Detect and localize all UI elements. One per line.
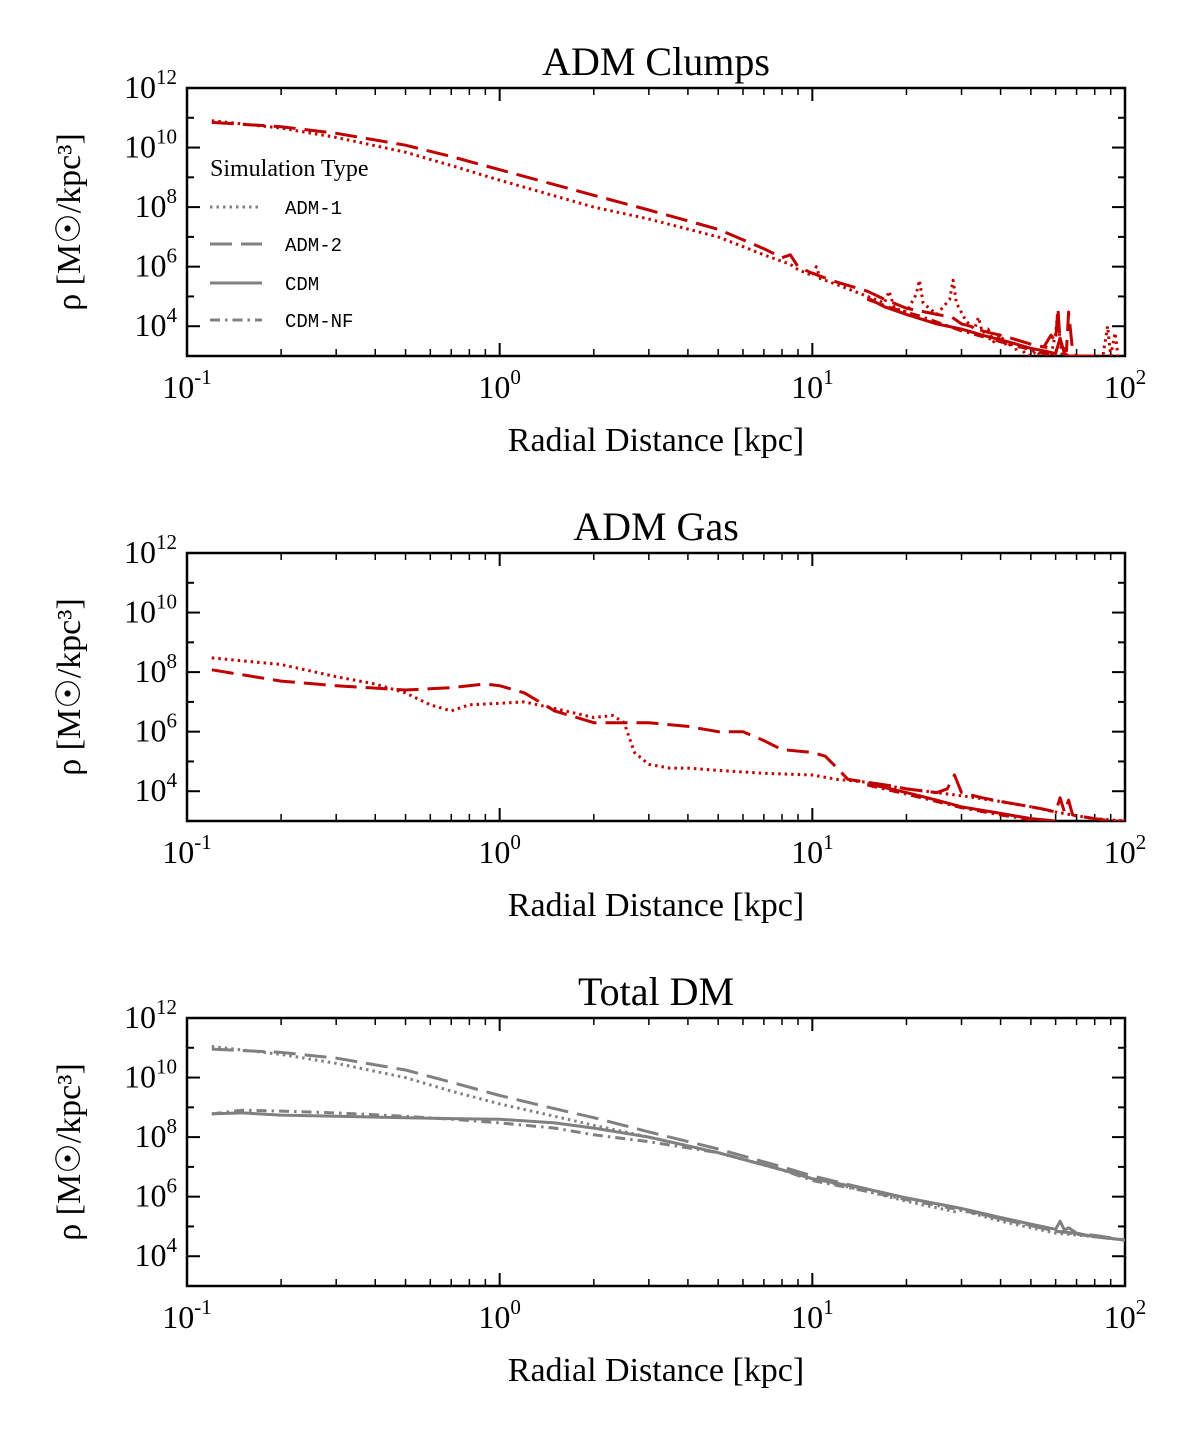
chart-title: ADM Clumps <box>542 39 770 84</box>
y-axis-label: ρ [M☉/kpc³] <box>51 133 88 311</box>
series-line-cdm-nf <box>211 1108 1125 1242</box>
x-tick-label: 101 <box>791 830 834 870</box>
y-tick-label: 1012 <box>124 995 177 1035</box>
x-tick-label: 10-1 <box>162 1295 212 1335</box>
panel-total-dm: Total DM 10-1 100 101 10210410610810101012 … <box>51 969 1146 1389</box>
y-tick-label: 1010 <box>124 1055 177 1095</box>
series-line-adm-1 <box>211 1045 1125 1242</box>
y-tick-label: 106 <box>135 244 178 284</box>
x-tick-label: 100 <box>478 1295 520 1335</box>
series-line-adm-1 <box>211 656 1125 821</box>
y-tick-label: 104 <box>135 768 178 808</box>
tick-labels: 10-1 100 101 102 104 106 108 1010 1012 <box>124 995 1146 1335</box>
series-line-adm-2 <box>211 668 1125 821</box>
chart-title: ADM Gas <box>573 504 739 549</box>
legend-title: Simulation Type <box>210 156 369 182</box>
legend-label-cdm: CDM <box>285 274 319 296</box>
y-axis-label: ρ [M☉/kpc³] <box>51 598 88 776</box>
x-axis-label: Radial Distance [kpc] <box>508 887 804 924</box>
legend-label-cdm-nf: CDM-NF <box>285 311 353 333</box>
y-axis-label: ρ [M☉/kpc³] <box>51 1063 88 1241</box>
y-tick-label: 104 <box>135 303 178 343</box>
legend: Simulation Type ADM-1 ADM-2 CDM CDM-NF <box>210 156 369 333</box>
tick-labels: 10-1 100 101 102 104 106 108 1010 1012 <box>124 65 1146 405</box>
panel-adm-clumps: ADM Clumps 10-1 100 101 102 104 106 108 1010 101… <box>51 39 1146 459</box>
x-tick-label: 10-1 <box>162 830 212 870</box>
y-tick-label: 1012 <box>124 530 177 570</box>
legend-label-adm-1: ADM-1 <box>285 198 342 220</box>
tick-labels: 10-1 100 101 102 104 106 108 1010 1012 <box>124 530 1146 870</box>
x-tick-label: 100 <box>478 830 520 870</box>
series-group <box>211 119 1120 356</box>
axis-ticks <box>186 552 1126 822</box>
x-tick-label: 100 <box>478 365 520 405</box>
plot-frame <box>185 1016 1127 1288</box>
series-line-cdm <box>866 296 1077 356</box>
x-tick-label: 102 <box>1104 1295 1147 1335</box>
axis-ticks <box>186 1017 1126 1287</box>
x-tick-label: 102 <box>1104 365 1147 405</box>
y-tick-label: 104 <box>135 1233 178 1273</box>
plot-frame <box>185 551 1127 823</box>
series-group <box>211 656 1125 821</box>
panel-adm-gas: ADM Gas 10-1 100 101 102 104 106 108 1010 1012 R… <box>51 504 1146 924</box>
y-tick-label: 1010 <box>124 125 177 165</box>
y-tick-label: 108 <box>135 184 178 224</box>
x-tick-label: 10-1 <box>162 365 212 405</box>
y-tick-label: 1010 <box>124 590 177 630</box>
y-tick-label: 106 <box>135 709 178 749</box>
axis-ticks <box>186 87 1126 357</box>
y-tick-label: 106 <box>135 1174 178 1214</box>
y-tick-label: 1012 <box>124 65 177 105</box>
x-tick-label: 102 <box>1104 830 1147 870</box>
series-line-cdm <box>211 1111 1125 1242</box>
x-axis-label: Radial Distance [kpc] <box>508 1352 804 1389</box>
plot-frame <box>185 86 1127 358</box>
series-line-cdm-nf <box>867 783 1032 821</box>
legend-label-adm-2: ADM-2 <box>285 235 342 257</box>
y-tick-label: 108 <box>135 1114 178 1154</box>
y-tick-label: 108 <box>135 649 178 689</box>
x-axis-label: Radial Distance [kpc] <box>508 422 804 459</box>
series-line-cdm-nf <box>866 297 1056 356</box>
x-tick-label: 101 <box>791 1295 834 1335</box>
chart-title: Total DM <box>578 969 734 1014</box>
x-tick-label: 101 <box>791 365 834 405</box>
series-group <box>211 1045 1125 1242</box>
